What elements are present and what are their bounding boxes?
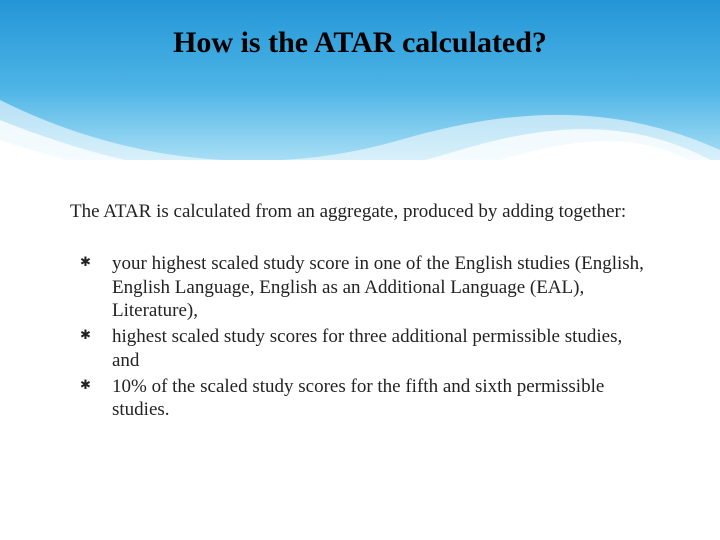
bullet-item: 10% of the scaled study scores for the f… xyxy=(102,375,650,423)
content-area: The ATAR is calculated from an aggregate… xyxy=(0,200,720,422)
slide-title: How is the ATAR calculated? xyxy=(0,0,720,60)
intro-paragraph: The ATAR is calculated from an aggregate… xyxy=(70,200,650,224)
bullet-list: your highest scaled study score in one o… xyxy=(70,252,650,422)
bullet-item: highest scaled study scores for three ad… xyxy=(102,325,650,373)
bullet-item: your highest scaled study score in one o… xyxy=(102,252,650,323)
